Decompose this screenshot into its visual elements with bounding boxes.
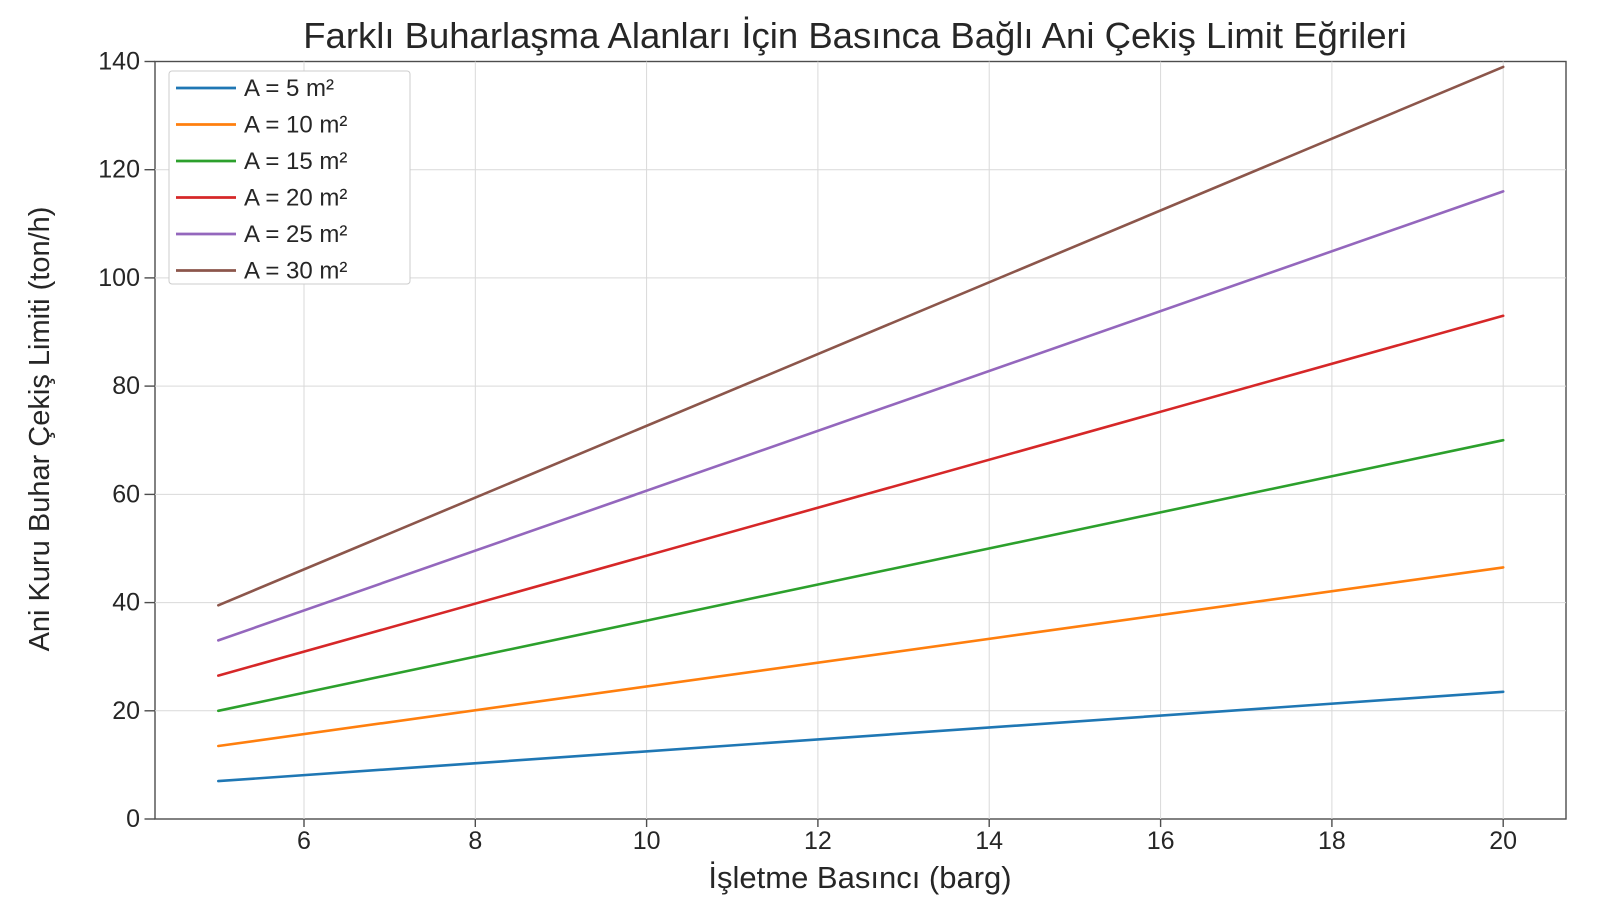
svg-text:80: 80 bbox=[112, 372, 140, 400]
svg-text:120: 120 bbox=[98, 156, 140, 184]
svg-text:8: 8 bbox=[468, 827, 482, 855]
svg-text:A = 20 m²: A = 20 m² bbox=[244, 185, 347, 212]
svg-text:Farklı Buharlaşma Alanları İçi: Farklı Buharlaşma Alanları İçin Basınca … bbox=[303, 15, 1407, 56]
svg-text:20: 20 bbox=[1489, 827, 1517, 855]
svg-text:40: 40 bbox=[112, 589, 140, 617]
svg-text:A = 25 m²: A = 25 m² bbox=[244, 221, 347, 248]
svg-text:İşletme Basıncı (barg): İşletme Basıncı (barg) bbox=[708, 860, 1011, 895]
svg-text:A = 10 m²: A = 10 m² bbox=[244, 112, 347, 139]
svg-text:0: 0 bbox=[126, 805, 140, 833]
svg-text:6: 6 bbox=[297, 827, 311, 855]
svg-text:A = 30 m²: A = 30 m² bbox=[244, 258, 347, 285]
svg-text:A = 5 m²: A = 5 m² bbox=[244, 75, 334, 102]
svg-text:16: 16 bbox=[1147, 827, 1175, 855]
svg-text:A = 15 m²: A = 15 m² bbox=[244, 148, 347, 175]
svg-text:10: 10 bbox=[633, 827, 661, 855]
svg-text:12: 12 bbox=[804, 827, 832, 855]
svg-text:100: 100 bbox=[98, 264, 140, 292]
svg-text:140: 140 bbox=[98, 48, 140, 76]
svg-text:14: 14 bbox=[975, 827, 1003, 855]
svg-text:18: 18 bbox=[1318, 827, 1346, 855]
svg-text:20: 20 bbox=[112, 697, 140, 725]
svg-text:Ani Kuru Buhar Çekiş Limiti (t: Ani Kuru Buhar Çekiş Limiti (ton/h) bbox=[24, 207, 56, 652]
svg-text:60: 60 bbox=[112, 480, 140, 508]
